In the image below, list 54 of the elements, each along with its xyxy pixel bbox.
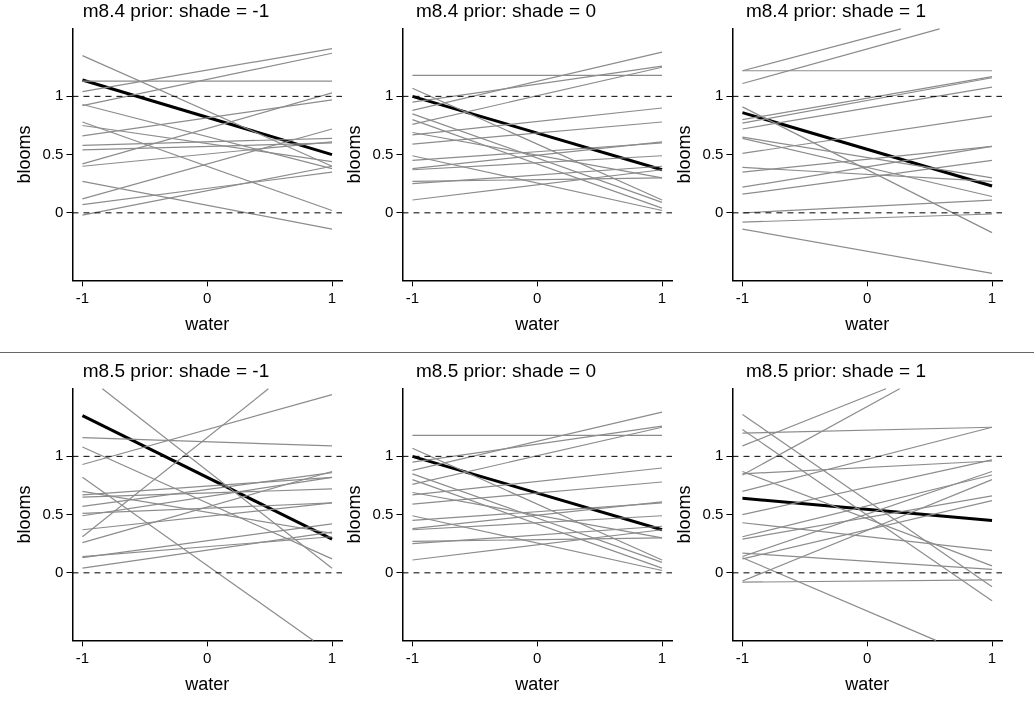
- y-tick-label: 1: [715, 446, 724, 464]
- x-tick-label: 1: [657, 648, 667, 666]
- chart-title: m8.4 prior: shade = 0: [415, 0, 597, 21]
- x-axis-title: water: [514, 674, 560, 695]
- x-tick-label: -1: [735, 648, 750, 666]
- x-tick-label: 1: [327, 648, 337, 666]
- chart-title: m8.4 prior: shade = 1: [745, 0, 927, 21]
- x-tick-label: 1: [657, 288, 667, 306]
- y-tick-label: 0: [385, 562, 394, 580]
- x-tick-label: -1: [405, 648, 420, 666]
- y-axis-title: blooms: [673, 125, 694, 184]
- y-tick-label: 0: [715, 202, 724, 220]
- x-axis-title: water: [844, 674, 890, 695]
- y-axis-title: blooms: [13, 485, 34, 544]
- x-tick-label: 1: [987, 288, 997, 306]
- x-tick-label: 0: [203, 648, 212, 666]
- x-tick-label: 0: [863, 288, 872, 306]
- x-tick-label: -1: [735, 288, 750, 306]
- x-tick-label: 0: [203, 288, 212, 306]
- y-tick-label: 1: [55, 86, 64, 104]
- y-tick-label: 0: [715, 562, 724, 580]
- y-tick-label: 1: [385, 446, 394, 464]
- x-axis-title: water: [184, 314, 230, 335]
- x-axis-title: water: [844, 314, 890, 335]
- x-tick-label: -1: [405, 288, 420, 306]
- y-tick-label: 0: [55, 202, 64, 220]
- x-tick-label: 0: [863, 648, 872, 666]
- chart-title: m8.5 prior: shade = 0: [415, 359, 597, 381]
- x-tick-label: 1: [327, 288, 337, 306]
- y-tick-label: 0: [55, 562, 64, 580]
- x-axis-title: water: [184, 674, 230, 695]
- y-axis-title: blooms: [13, 125, 34, 184]
- y-axis-title: blooms: [343, 125, 364, 184]
- chart-title: m8.5 prior: shade = 1: [745, 359, 927, 381]
- y-tick-label: 1: [55, 446, 64, 464]
- chart-title: m8.5 prior: shade = -1: [82, 359, 270, 381]
- x-tick-label: -1: [75, 648, 90, 666]
- y-tick-label: 0.5: [702, 144, 724, 162]
- y-tick-label: 1: [385, 86, 394, 104]
- x-axis-title: water: [514, 314, 560, 335]
- x-tick-label: 1: [987, 648, 997, 666]
- y-tick-label: 0.5: [372, 144, 394, 162]
- y-tick-label: 0: [385, 202, 394, 220]
- x-tick-label: -1: [75, 288, 90, 306]
- chart-title: m8.4 prior: shade = -1: [82, 0, 270, 21]
- y-axis-title: blooms: [343, 485, 364, 544]
- x-tick-label: 0: [533, 288, 542, 306]
- y-tick-label: 0.5: [42, 504, 64, 522]
- y-axis-title: blooms: [673, 485, 694, 544]
- x-tick-label: 0: [533, 648, 542, 666]
- y-tick-label: 0.5: [372, 504, 394, 522]
- y-tick-label: 0.5: [702, 504, 724, 522]
- y-tick-label: 1: [715, 86, 724, 104]
- y-tick-label: 0.5: [42, 144, 64, 162]
